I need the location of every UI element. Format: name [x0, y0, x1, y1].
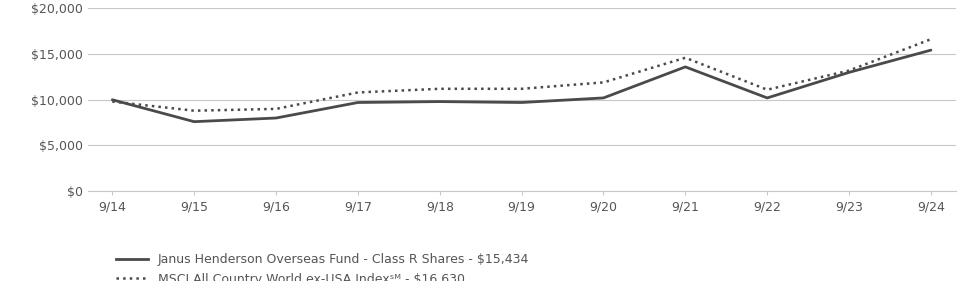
Legend: Janus Henderson Overseas Fund - Class R Shares - $15,434, MSCI All Country World: Janus Henderson Overseas Fund - Class R … — [111, 248, 534, 281]
